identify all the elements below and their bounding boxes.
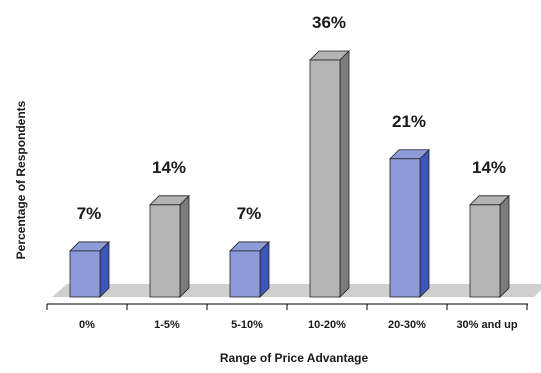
data-label: 7%: [77, 204, 102, 223]
data-label: 21%: [392, 112, 426, 131]
data-label: 14%: [472, 158, 506, 177]
bar-3: [229, 240, 270, 298]
data-label: 7%: [237, 204, 262, 223]
bar-6: [469, 194, 510, 298]
bar-side-face: [499, 194, 510, 298]
category-label: 0%: [79, 319, 95, 331]
data-label: 36%: [312, 13, 346, 32]
bar-5: [389, 148, 430, 298]
bar-side-face: [259, 240, 270, 298]
category-label: 1-5%: [154, 319, 180, 331]
category-label: 30% and up: [456, 319, 517, 331]
bar-side-face: [419, 148, 430, 298]
category-label: 10-20%: [308, 319, 346, 331]
bar-side-face: [339, 50, 350, 298]
bar-front-face: [149, 204, 181, 298]
tick-labels-group: 0% 1-5% 5-10% 10-20% 20-30% 30% and up: [79, 319, 518, 331]
bar-2: [149, 194, 190, 298]
bar-front-face: [389, 158, 421, 298]
bar-side-face: [99, 240, 110, 298]
bar-front-face: [309, 59, 341, 298]
bar-side-face: [179, 194, 190, 298]
bar-4: [309, 50, 350, 298]
y-axis-title: Percentage of Respondents: [14, 100, 28, 259]
bar-front-face: [229, 250, 261, 298]
tick-marks: [46, 304, 528, 310]
data-label: 14%: [152, 158, 186, 177]
bars-group: 7% 14% 7% 36% 21% 14%: [69, 13, 510, 298]
category-label: 5-10%: [231, 319, 263, 331]
bar-front-face: [469, 204, 501, 298]
bar-1: [69, 240, 110, 298]
x-axis-title: Range of Price Advantage: [220, 351, 369, 365]
bar-front-face: [69, 250, 101, 298]
chart-floor: [52, 284, 541, 297]
category-label: 20-30%: [388, 319, 426, 331]
